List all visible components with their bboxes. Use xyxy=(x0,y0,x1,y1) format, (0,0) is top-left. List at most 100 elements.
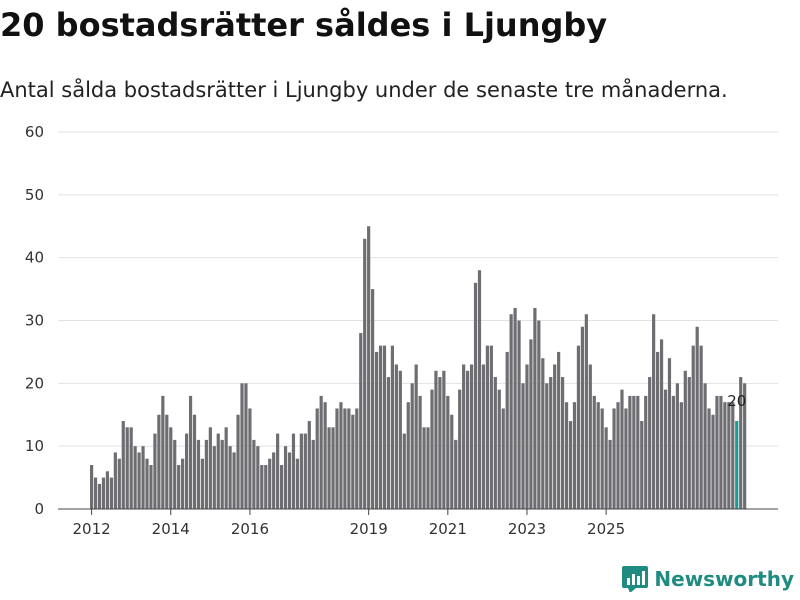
bar xyxy=(466,370,470,509)
bar xyxy=(244,383,248,509)
bar xyxy=(252,439,256,509)
bar xyxy=(667,358,672,509)
bar xyxy=(727,402,731,509)
bar xyxy=(374,351,379,509)
bar xyxy=(489,345,493,509)
bar xyxy=(125,427,129,509)
bar xyxy=(561,377,565,509)
bar xyxy=(426,427,430,509)
brand[interactable]: Newsworthy xyxy=(622,566,794,592)
bar xyxy=(477,270,482,509)
bar xyxy=(192,414,197,509)
bar xyxy=(564,402,569,509)
bar xyxy=(719,395,723,509)
chart-title: 20 bostadsrätter såldes i Ljungby xyxy=(0,6,608,44)
bar xyxy=(655,351,660,509)
bar xyxy=(509,314,513,509)
bar xyxy=(394,364,398,509)
bar xyxy=(331,427,335,509)
bar xyxy=(683,370,687,509)
bar xyxy=(414,364,418,509)
bar xyxy=(711,414,715,509)
bar xyxy=(335,408,339,509)
bar xyxy=(493,377,497,509)
bar xyxy=(505,351,509,509)
bar xyxy=(367,226,371,509)
bar xyxy=(533,307,537,509)
bar xyxy=(410,383,414,509)
bar xyxy=(93,477,98,509)
bar xyxy=(220,439,224,509)
bar xyxy=(113,452,117,509)
bar xyxy=(101,477,106,509)
bar xyxy=(568,421,573,509)
bar xyxy=(572,402,577,509)
bar xyxy=(272,452,276,509)
bar xyxy=(228,446,232,509)
bar xyxy=(703,383,707,509)
bar xyxy=(671,395,676,509)
bar xyxy=(177,465,181,509)
y-tick-label: 20 xyxy=(25,374,44,392)
bar xyxy=(640,421,644,509)
bar xyxy=(264,465,268,509)
bar xyxy=(458,389,462,509)
bar xyxy=(97,483,102,509)
bar xyxy=(723,402,727,509)
bar xyxy=(620,389,624,509)
bar xyxy=(299,433,303,509)
x-tick-label: 2016 xyxy=(231,520,269,538)
bar xyxy=(121,421,125,509)
bar xyxy=(628,395,632,509)
bar xyxy=(303,433,307,509)
bar xyxy=(165,414,169,509)
bar xyxy=(212,446,216,509)
y-tick-label: 0 xyxy=(34,500,44,518)
bar xyxy=(648,377,652,509)
x-tick-label: 2025 xyxy=(587,520,625,538)
bar xyxy=(442,370,446,509)
bar xyxy=(359,333,363,509)
bar xyxy=(537,320,541,509)
bar xyxy=(287,452,292,509)
bar xyxy=(200,458,205,509)
bar xyxy=(173,439,177,509)
bar xyxy=(363,238,367,510)
bar xyxy=(557,351,561,509)
newsworthy-logo-icon xyxy=(622,566,649,592)
bar xyxy=(430,389,434,509)
bar xyxy=(224,427,228,509)
bar xyxy=(521,383,525,509)
bar xyxy=(133,446,137,509)
bar xyxy=(422,427,426,509)
bar xyxy=(675,383,679,509)
bar xyxy=(731,402,735,509)
bar xyxy=(109,477,113,509)
bar xyxy=(188,395,193,509)
x-tick-label: 2023 xyxy=(508,520,546,538)
bar xyxy=(679,402,683,509)
bar xyxy=(743,383,747,509)
bar xyxy=(497,389,501,509)
bar xyxy=(311,439,315,509)
bar xyxy=(596,402,600,509)
bar xyxy=(323,402,327,509)
bar xyxy=(248,408,252,509)
bar xyxy=(157,414,161,509)
bar xyxy=(580,326,584,509)
bar xyxy=(616,402,620,509)
bar xyxy=(529,339,533,509)
bar xyxy=(283,446,288,509)
bar xyxy=(652,314,656,509)
bar xyxy=(699,345,703,509)
bar xyxy=(279,465,284,509)
bar xyxy=(600,408,604,509)
bar xyxy=(632,395,636,509)
bar xyxy=(208,427,212,509)
bar xyxy=(181,458,185,509)
bar xyxy=(145,458,149,509)
bar xyxy=(406,402,410,509)
bar xyxy=(588,364,592,509)
bar xyxy=(517,320,521,509)
